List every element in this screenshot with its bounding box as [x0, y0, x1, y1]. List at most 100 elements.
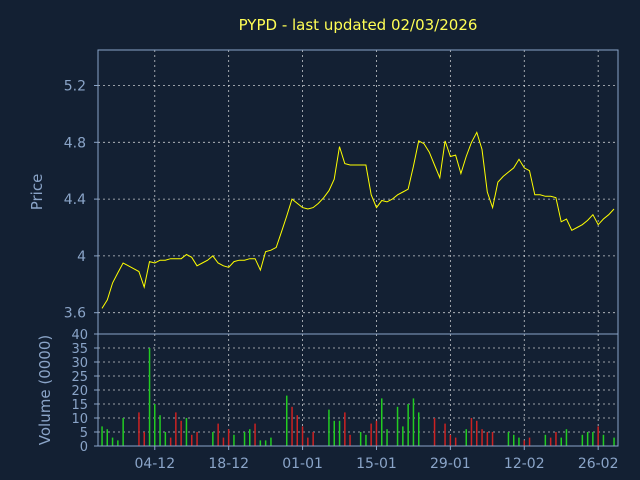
volume-bar	[507, 432, 510, 446]
volume-y-tick-label: 35	[71, 342, 88, 357]
volume-bar	[111, 437, 114, 446]
volume-bars	[101, 348, 615, 446]
volume-y-tick-label: 10	[71, 412, 88, 427]
x-tick-label: 29-01	[430, 456, 471, 472]
volume-bar	[264, 440, 267, 446]
volume-y-tick-label: 40	[71, 328, 88, 343]
x-tick-label: 12-02	[504, 456, 545, 472]
volume-bar	[185, 418, 188, 446]
price-panel: 3.6 4 4.4 4.8 5.2 Price	[28, 49, 619, 335]
volume-bar	[154, 404, 156, 446]
volume-y-tick-label: 25	[71, 370, 88, 385]
volume-bar	[513, 434, 515, 446]
price-axis-label: Price	[28, 174, 46, 211]
volume-bar	[164, 432, 167, 446]
volume-bar	[370, 423, 372, 446]
volume-bar	[418, 412, 420, 446]
volume-bar	[523, 440, 525, 446]
volume-bar	[402, 426, 404, 446]
price-y-axis: 3.6 4 4.4 4.8 5.2	[64, 79, 98, 322]
volume-bar	[565, 429, 568, 446]
volume-bar	[444, 423, 446, 446]
volume-bar	[359, 432, 362, 446]
volume-bar	[555, 432, 557, 446]
volume-bar	[560, 437, 562, 446]
volume-bar	[148, 348, 151, 446]
volume-bar	[375, 420, 378, 446]
volume-axis-label: Volume (0000)	[36, 335, 54, 445]
volume-bar	[597, 426, 599, 446]
volume-bar	[412, 398, 415, 446]
price-y-tick-label: 4.4	[64, 192, 86, 208]
volume-bar	[549, 437, 552, 446]
volume-bar	[307, 437, 309, 446]
volume-bar	[386, 429, 388, 446]
price-y-tick-label: 3.6	[64, 306, 86, 322]
volume-bar	[196, 432, 198, 446]
x-tick-label: 26-02	[578, 456, 619, 472]
volume-y-tick-label: 15	[71, 398, 88, 413]
volume-y-tick-label: 30	[71, 356, 88, 371]
volume-bar	[249, 429, 251, 446]
price-y-tick-label: 4.8	[64, 135, 86, 151]
volume-bar	[338, 420, 341, 446]
price-y-tick-label: 5.2	[64, 79, 86, 95]
volume-bar	[227, 429, 230, 446]
price-y-tick-label: 4	[77, 249, 86, 265]
volume-y-tick-label: 20	[71, 384, 88, 399]
x-tick-label: 04-12	[134, 456, 175, 472]
volume-bar	[528, 437, 531, 446]
volume-bar	[138, 412, 140, 446]
volume-bar	[143, 432, 145, 446]
volume-bar	[602, 434, 605, 446]
volume-bar	[301, 426, 304, 446]
volume-bar	[407, 404, 409, 446]
volume-bar	[396, 406, 399, 446]
volume-bar	[581, 434, 584, 446]
volume-bar	[365, 434, 367, 446]
volume-bar	[122, 418, 124, 446]
volume-bar	[328, 409, 330, 446]
volume-bar	[243, 432, 246, 446]
date-x-axis: 04-12 18-12 01-01 15-01 29-01 12-02 26-02	[134, 446, 619, 472]
volume-bar	[586, 432, 589, 446]
volume-bar	[613, 437, 615, 446]
volume-bar	[159, 415, 161, 446]
volume-bar	[344, 412, 346, 446]
volume-bar	[106, 429, 108, 446]
volume-bar	[117, 440, 119, 446]
volume-bar	[259, 440, 262, 446]
price-grid	[98, 50, 618, 334]
x-tick-label: 15-01	[356, 456, 397, 472]
price-line-series	[101, 131, 615, 309]
x-tick-label: 18-12	[208, 456, 249, 472]
volume-bar	[486, 432, 489, 446]
volume-bar	[433, 418, 436, 446]
price-plot-frame	[97, 49, 619, 335]
chart-title: PYPD - last updated 02/03/2026	[239, 16, 478, 34]
volume-y-tick-label: 5	[80, 426, 88, 441]
volume-bar	[180, 420, 182, 446]
volume-bar	[169, 437, 172, 446]
volume-bar	[454, 437, 457, 446]
volume-bar	[254, 423, 256, 446]
volume-grid	[98, 334, 618, 446]
volume-bar	[592, 432, 594, 446]
volume-bar	[175, 412, 177, 446]
volume-bar	[270, 437, 272, 446]
volume-bar	[381, 398, 383, 446]
volume-bar	[191, 434, 193, 446]
volume-y-tick-label: 0	[80, 440, 88, 455]
x-tick-label: 01-01	[282, 456, 323, 472]
volume-bar	[217, 423, 219, 446]
volume-bar	[544, 434, 547, 446]
volume-bar	[518, 437, 520, 446]
volume-bar	[233, 434, 235, 446]
volume-bar	[333, 420, 335, 446]
volume-bar	[222, 437, 225, 446]
volume-bar	[291, 406, 293, 446]
